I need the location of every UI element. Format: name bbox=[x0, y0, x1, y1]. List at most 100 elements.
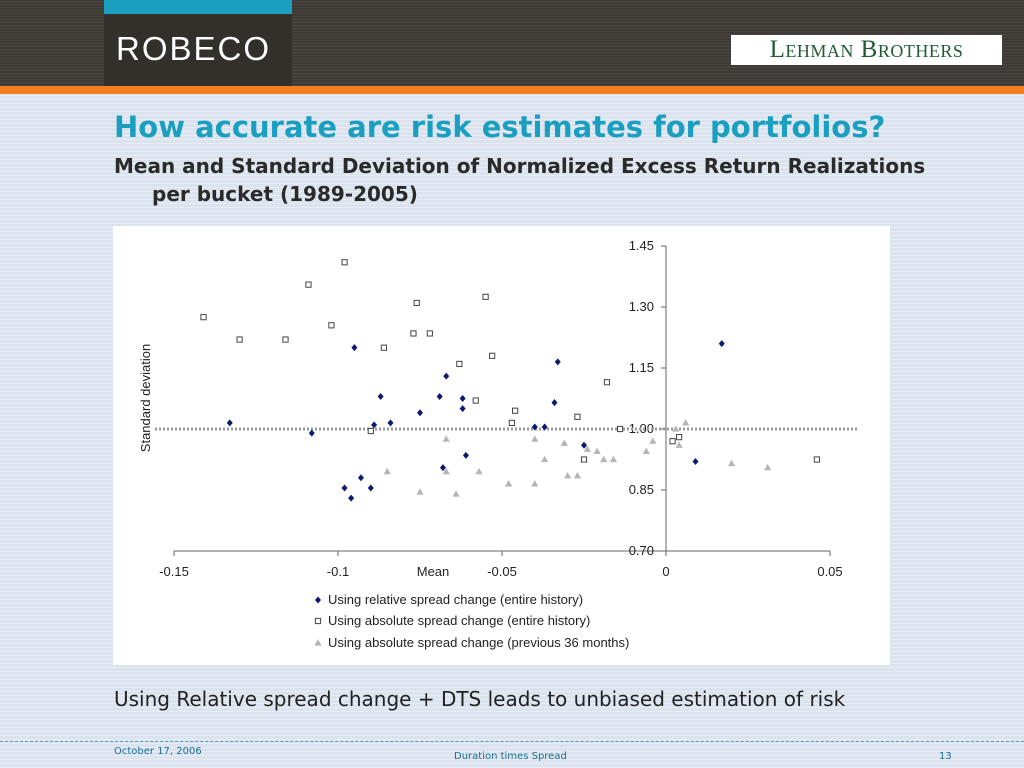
y-axis-label: Standard deviation bbox=[138, 344, 153, 452]
absolute-36m-point bbox=[682, 419, 690, 426]
absolute-history-point bbox=[508, 419, 515, 427]
chart-panel: 0.70 0.85 1.00 1.15 1.30 1.45 -0.15 -0.1 -0.05 0 0… bbox=[113, 226, 890, 665]
absolute-36m-point bbox=[609, 455, 618, 463]
conclusion-text: Using Relative spread change + DTS leads… bbox=[114, 687, 846, 711]
absolute-36m-point bbox=[560, 439, 568, 446]
lehman-brothers-logo-box: Lehman Brothers bbox=[731, 35, 1002, 65]
footer-title: Duration times Spread bbox=[454, 751, 567, 762]
absolute-36m-point bbox=[504, 480, 513, 487]
slide-title: How accurate are risk estimates for port… bbox=[114, 110, 886, 144]
y-tick-label: 1.45 bbox=[629, 238, 654, 253]
relative-history-point bbox=[341, 484, 348, 492]
absolute-36m-point bbox=[383, 467, 391, 475]
absolute-history-point bbox=[341, 259, 348, 266]
absolute-36m-point bbox=[675, 441, 683, 448]
relative-history-point bbox=[443, 372, 450, 380]
absolute-36m-point bbox=[728, 459, 736, 467]
y-tick-label: 1.00 bbox=[629, 421, 654, 436]
footer-divider bbox=[0, 741, 1024, 742]
header-accent-bar bbox=[0, 86, 1024, 94]
relative-history-point bbox=[692, 458, 699, 466]
absolute-history-point bbox=[456, 360, 463, 368]
legend-label: Using absolute spread change (entire his… bbox=[328, 613, 590, 628]
x-tick-label: -0.1 bbox=[327, 564, 349, 579]
absolute-36m-point bbox=[564, 471, 572, 479]
x-tick-label: -0.05 bbox=[487, 564, 517, 579]
legend-marker bbox=[314, 617, 322, 625]
robeco-logo-accent bbox=[104, 0, 292, 14]
absolute-36m-point bbox=[649, 437, 657, 444]
relative-history-point bbox=[436, 392, 443, 400]
absolute-history-point bbox=[482, 293, 489, 300]
legend-marker bbox=[315, 596, 321, 604]
absolute-36m-point bbox=[593, 447, 601, 454]
absolute-history-point bbox=[512, 407, 519, 414]
absolute-36m-point bbox=[442, 467, 450, 475]
y-tick-label: 0.70 bbox=[629, 543, 654, 558]
absolute-36m-point bbox=[531, 480, 539, 487]
relative-history-point bbox=[367, 484, 374, 492]
absolute-history-point bbox=[305, 281, 312, 288]
absolute-history-point bbox=[669, 438, 676, 445]
absolute-history-point bbox=[616, 425, 624, 433]
relative-history-point bbox=[541, 423, 548, 431]
absolute-36m-point bbox=[573, 471, 582, 479]
relative-history-point bbox=[531, 423, 538, 431]
x-axis-label: Mean bbox=[417, 564, 450, 579]
absolute-36m-point bbox=[475, 467, 483, 475]
legend-label: Using relative spread change (entire his… bbox=[328, 592, 583, 607]
absolute-36m-point bbox=[452, 490, 460, 497]
relative-history-point bbox=[226, 419, 233, 427]
absolute-history-point bbox=[200, 314, 207, 321]
absolute-36m-point bbox=[442, 435, 450, 442]
relative-history-point bbox=[459, 395, 466, 402]
relative-history-point bbox=[462, 451, 469, 459]
absolute-36m-point bbox=[672, 425, 680, 432]
x-tick-label: -0.15 bbox=[159, 564, 189, 579]
scatter-chart: 0.70 0.85 1.00 1.15 1.30 1.45 -0.15 -0.1 -0.05 0 0… bbox=[138, 238, 859, 650]
x-tick-label: 0.05 bbox=[817, 564, 842, 579]
absolute-history-point bbox=[236, 336, 243, 343]
relative-history-point bbox=[417, 409, 423, 417]
absolute-history-point bbox=[574, 413, 581, 420]
relative-history-point bbox=[351, 344, 358, 352]
absolute-history-point bbox=[676, 434, 683, 441]
relative-history-point bbox=[554, 358, 561, 366]
footer-page-number: 13 bbox=[939, 751, 952, 762]
relative-history-point bbox=[551, 399, 558, 407]
absolute-history-point bbox=[813, 456, 820, 463]
absolute-history-point bbox=[282, 336, 289, 343]
absolute-36m-point bbox=[531, 435, 539, 442]
relative-history-point bbox=[581, 441, 587, 449]
relative-history-point bbox=[459, 405, 466, 413]
relative-history-point bbox=[348, 494, 355, 502]
relative-history-point bbox=[357, 474, 364, 482]
robeco-logo: ROBECO bbox=[116, 30, 272, 67]
y-tick-label: 1.15 bbox=[629, 360, 654, 375]
absolute-36m-point bbox=[764, 463, 772, 471]
x-tick-label: 0 bbox=[662, 564, 669, 579]
y-tick-label: 1.30 bbox=[629, 299, 654, 314]
legend-label: Using absolute spread change (previous 3… bbox=[328, 635, 629, 650]
absolute-history-point bbox=[603, 379, 611, 386]
absolute-36m-point bbox=[600, 455, 608, 463]
relative-history-point bbox=[718, 340, 725, 348]
absolute-history-point bbox=[580, 456, 588, 463]
absolute-36m-point bbox=[541, 455, 549, 463]
absolute-history-point bbox=[380, 344, 388, 351]
absolute-history-point bbox=[367, 427, 374, 435]
y-tick-label: 0.85 bbox=[629, 482, 654, 497]
absolute-36m-point bbox=[583, 445, 591, 452]
absolute-history-point bbox=[472, 397, 479, 404]
footer-date: October 17, 2006 bbox=[114, 746, 202, 757]
robeco-logo-box: ROBECO bbox=[104, 0, 292, 86]
absolute-36m-point bbox=[416, 488, 424, 495]
relative-history-point bbox=[439, 464, 446, 472]
relative-history-point bbox=[387, 419, 394, 427]
relative-history-point bbox=[377, 392, 384, 400]
relative-history-point bbox=[308, 429, 315, 437]
relative-history-point bbox=[371, 421, 378, 429]
absolute-history-point bbox=[489, 352, 496, 359]
legend-marker bbox=[314, 639, 322, 646]
slide-subtitle: Mean and Standard Deviation of Normalize… bbox=[114, 154, 926, 206]
